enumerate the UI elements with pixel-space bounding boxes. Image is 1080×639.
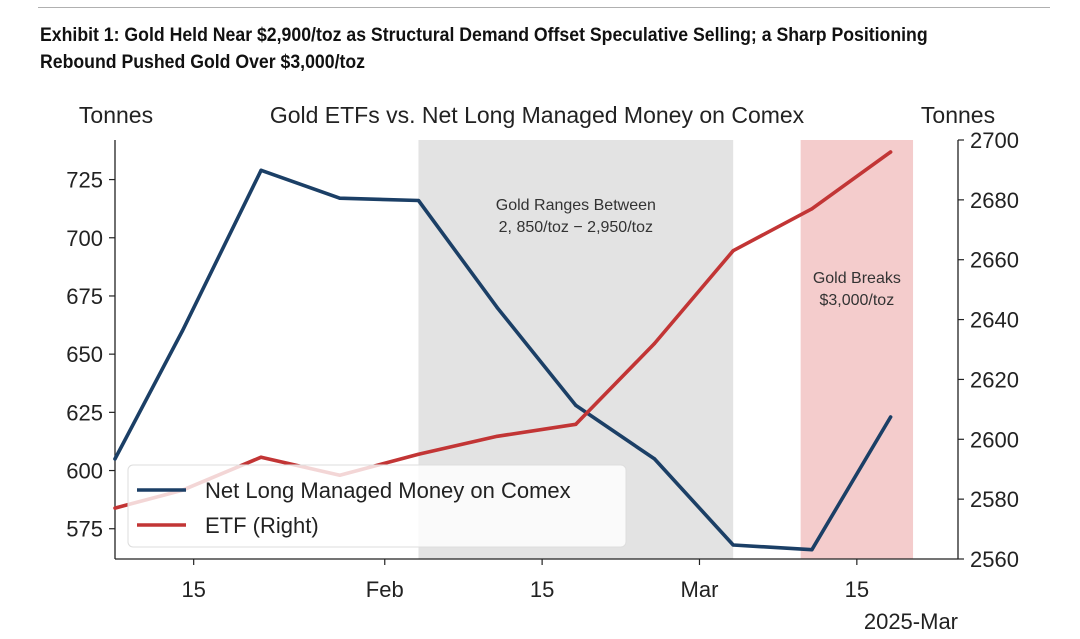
x-tick-label: 15 [845, 577, 869, 602]
legend-label-2: ETF (Right) [205, 513, 319, 538]
exhibit-title: Exhibit 1: Gold Held Near $2,900/toz as … [40, 22, 989, 76]
exhibit-title-line-1: Exhibit 1: Gold Held Near $2,900/toz as … [40, 25, 928, 46]
region-label-2-line-2: $3,000/toz [819, 292, 894, 309]
left-tick-label: 575 [66, 517, 103, 542]
series-2-point [810, 207, 814, 211]
series-1-point [731, 543, 735, 547]
series-1-point [495, 306, 499, 310]
right-tick-label: 2640 [970, 308, 1019, 333]
series-2-point [495, 434, 499, 438]
series-1-point [416, 198, 421, 203]
x-tick-label: 15 [530, 577, 554, 602]
legend-label-1: Net Long Managed Money on Comex [205, 478, 571, 503]
right-tick-label: 2620 [970, 367, 1019, 392]
series-1-point [888, 415, 893, 419]
series-2-point [416, 452, 421, 456]
left-tick-label: 625 [66, 400, 103, 425]
x-tick-label: 15 [181, 577, 205, 602]
series-1-point [180, 329, 185, 333]
x-offset-label: 2025-Mar [864, 609, 958, 634]
series-2-point [652, 341, 657, 346]
shaded-region-2 [800, 140, 914, 559]
series-1-point [652, 457, 657, 461]
series-2-point [574, 422, 578, 426]
right-tick-label: 2660 [970, 248, 1019, 273]
left-axis-title: Tonnes [79, 102, 153, 128]
right-tick-label: 2560 [970, 547, 1019, 572]
series-1-point [574, 403, 578, 407]
exhibit-title-line-2: Rebound Pushed Gold Over $3,000/toz [40, 52, 366, 73]
x-tick-label: Mar [681, 577, 719, 602]
series-1-point [113, 457, 117, 461]
series-1-point [259, 168, 263, 172]
series-2-point [113, 506, 117, 510]
left-tick-label: 700 [66, 226, 103, 251]
region-label-1-line-2: 2, 850/toz − 2,950/toz [499, 219, 653, 236]
series-2-point [888, 150, 893, 154]
x-tick-label: Feb [366, 577, 404, 602]
top-rule [38, 7, 1050, 8]
legend-box [127, 464, 627, 548]
right-axis-title: Tonnes [921, 102, 995, 128]
right-tick-label: 2680 [970, 188, 1019, 213]
left-tick-label: 725 [66, 168, 103, 193]
series-1-point [338, 196, 342, 200]
left-tick-label: 675 [66, 284, 103, 309]
series-2-point [259, 455, 263, 459]
chart-title: Gold ETFs vs. Net Long Managed Money on … [270, 102, 805, 128]
right-tick-label: 2580 [970, 487, 1019, 512]
region-label-2-line-1: Gold Breaks [813, 270, 901, 287]
right-tick-label: 2700 [970, 128, 1019, 153]
series-1-point [810, 548, 814, 552]
series-2-point [731, 249, 735, 253]
left-tick-label: 600 [66, 459, 103, 484]
region-label-1-line-1: Gold Ranges Between [496, 197, 656, 214]
left-tick-label: 650 [66, 342, 103, 367]
right-tick-label: 2600 [970, 427, 1019, 452]
